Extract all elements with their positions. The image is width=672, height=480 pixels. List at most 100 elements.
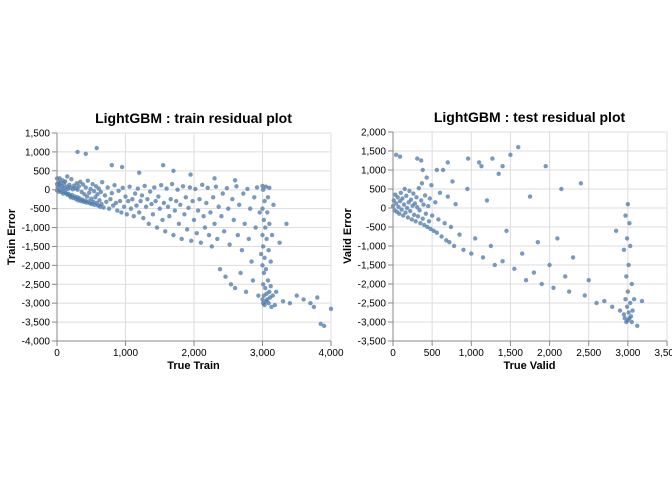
test-scatter-point	[504, 228, 509, 233]
test-y-tick-label: 1,000	[361, 166, 386, 177]
test-scatter-point	[412, 201, 418, 206]
train-y-tick-label: -500	[30, 204, 50, 215]
train-scatter-point	[123, 194, 128, 199]
test-scatter-point	[445, 160, 450, 165]
train-scatter-point	[137, 210, 142, 215]
train-scatter-point	[217, 266, 223, 272]
train-scatter-point	[101, 205, 106, 210]
train-scatter-point	[98, 189, 104, 195]
train-scatter-point	[252, 195, 257, 200]
train-scatter-point	[104, 199, 109, 205]
train-x-axis-title: True Train	[167, 360, 220, 372]
train-scatter-point	[83, 185, 88, 190]
test-scatter-point	[639, 298, 645, 304]
test-residual-chart: LightGBM : test residual plot 0 500 1,000 1…	[342, 109, 672, 372]
train-x-tick-label: 2,000	[181, 348, 206, 359]
test-scatter-point	[439, 234, 444, 239]
train-scatter-point	[284, 221, 289, 226]
train-scatter-point	[182, 212, 187, 217]
train-scatter-point	[141, 215, 146, 221]
test-scatter-point	[480, 255, 486, 260]
test-scatter-point	[630, 308, 635, 313]
train-scatter-point	[172, 208, 178, 213]
train-scatter-point	[119, 210, 124, 215]
train-scatter-point	[78, 179, 83, 184]
train-scatter-point	[75, 149, 80, 155]
train-scatter-point	[318, 321, 323, 327]
test-scatter-point	[451, 243, 457, 249]
test-scatter-point	[516, 145, 521, 150]
train-scatter-point	[152, 185, 157, 190]
test-scatter-point	[404, 193, 409, 199]
train-scatter-point	[94, 145, 99, 151]
test-scatter-point	[450, 179, 455, 184]
train-scatter-point	[96, 186, 101, 191]
train-scatter-point	[266, 248, 271, 253]
train-scatter-point	[130, 196, 135, 202]
test-y-axis-title: Valid Error	[342, 207, 354, 263]
test-x-tick-label: 1,000	[459, 348, 484, 359]
test-scatter-point	[440, 167, 446, 173]
test-scatter-point	[423, 211, 429, 216]
test-scatter-point	[393, 152, 399, 157]
train-scatter-point	[308, 300, 313, 306]
test-scatter-point	[422, 193, 428, 198]
test-scatter-point	[543, 164, 548, 169]
test-scatter-point	[434, 230, 440, 235]
train-scatter-point	[272, 302, 278, 308]
test-y-tick-label: -1,500	[358, 261, 387, 272]
test-scatter-point	[417, 208, 422, 213]
test-scatter-point	[628, 243, 633, 249]
test-scatter-point	[508, 152, 513, 157]
train-scatter-point	[113, 200, 119, 206]
train-scatter-point	[198, 240, 204, 245]
test-y-tick-label: 500	[369, 185, 386, 196]
train-scatter-point	[235, 232, 241, 238]
train-scatter-point	[260, 282, 266, 287]
train-scatter-point	[164, 186, 169, 191]
train-scatter-point	[245, 186, 250, 192]
train-y-axis-title: Train Error	[6, 208, 18, 265]
train-x-tick-label: 3,000	[250, 348, 275, 359]
train-scatter-point	[179, 236, 184, 242]
train-y-tick-label: 1,500	[25, 129, 50, 140]
train-scatter-point	[249, 259, 254, 264]
train-scatter-point	[190, 198, 195, 204]
test-scatter-point	[566, 289, 572, 294]
train-scatter-point	[253, 225, 258, 230]
train-scatter-point	[287, 300, 293, 306]
train-scatter-point	[301, 297, 306, 302]
test-x-tick-label: 3,000	[615, 348, 640, 359]
train-scatter-point	[328, 306, 334, 312]
train-scatter-point	[262, 255, 267, 260]
test-scatter-point	[512, 266, 517, 271]
train-scatter-point	[189, 238, 194, 243]
train-scatter-point	[178, 202, 183, 208]
train-scatter-point	[84, 194, 90, 199]
train-scatter-point	[260, 187, 266, 192]
test-scatter-point	[610, 304, 615, 309]
train-scatter-point	[228, 282, 234, 287]
test-y-tick-label: 2,000	[361, 128, 386, 139]
train-y-tick-label: -2,000	[22, 261, 51, 272]
train-y-tick-label: 1,000	[25, 147, 50, 158]
train-scatter-point	[294, 293, 299, 298]
train-scatter-point	[269, 232, 275, 238]
train-scatter-point	[184, 227, 190, 232]
train-y-tick-label: -2,500	[22, 280, 51, 291]
train-scatter-point	[116, 188, 121, 194]
train-scatter-point	[121, 204, 127, 209]
test-scatter-point	[453, 202, 458, 207]
test-x-axis: 0 500 1,000 1,500 2,000 2,500 3,000 3,500	[390, 340, 672, 359]
train-scatter-point	[173, 198, 179, 204]
test-scatter-point	[398, 190, 404, 195]
train-residual-chart: LightGBM : train residual plot 0 1,000 2,0…	[6, 110, 344, 372]
test-scatter-point	[400, 196, 405, 201]
test-x-gridlines	[392, 132, 668, 341]
train-x-tick-label: 4,000	[318, 348, 343, 359]
train-scatter-point	[210, 195, 216, 200]
test-scatter-point	[421, 202, 426, 207]
test-scatter-point	[442, 221, 447, 226]
test-scatter-point	[395, 195, 400, 200]
train-scatter-point	[223, 274, 228, 279]
